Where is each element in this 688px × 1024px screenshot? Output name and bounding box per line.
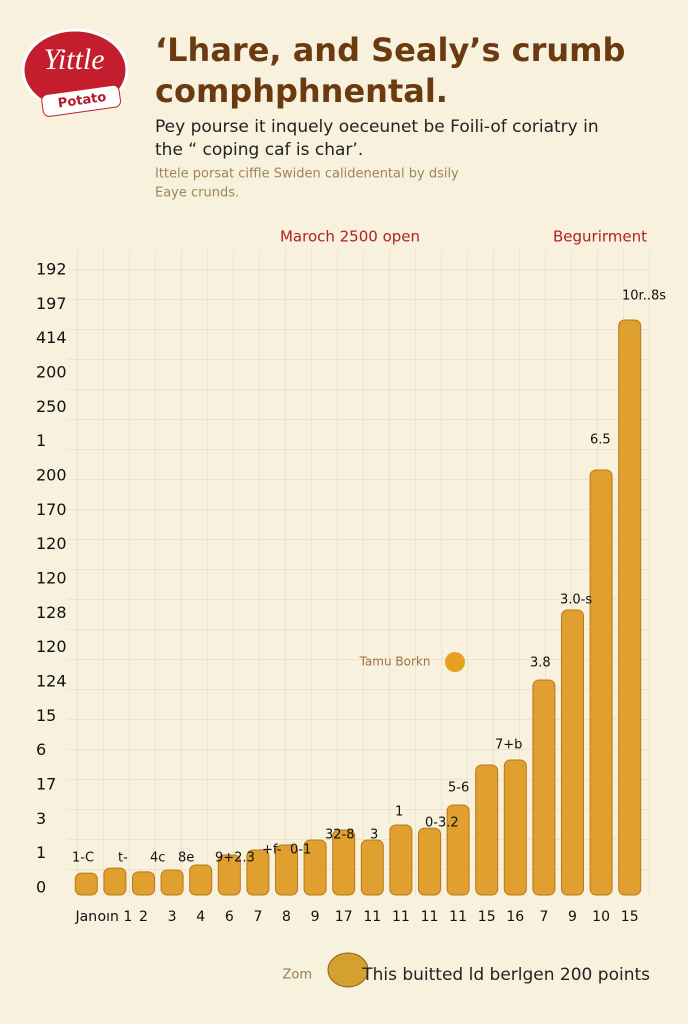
title-line: ‘Lhare, and Sealy’s crumb bbox=[155, 31, 625, 69]
bar bbox=[532, 679, 556, 896]
y-axis-label: 192 bbox=[36, 260, 67, 279]
x-tick-label: 3 bbox=[168, 909, 177, 925]
x-tick-label: 9 bbox=[568, 909, 577, 925]
bar bbox=[246, 849, 270, 896]
x-tick-label: 11 bbox=[363, 909, 381, 925]
annotation: 1-C bbox=[72, 851, 94, 866]
x-tick-label: 9 bbox=[311, 909, 320, 925]
bar bbox=[618, 319, 642, 896]
bar bbox=[360, 839, 384, 896]
logo: Yittle Potato bbox=[21, 28, 129, 117]
x-tick-label: 7 bbox=[539, 909, 548, 925]
header-right: Begurirment bbox=[553, 228, 647, 246]
subtitle-line: Pey pourse it inquely oeceunet be Foili-… bbox=[155, 117, 599, 137]
y-axis-label: 1 bbox=[36, 843, 46, 862]
annotation: 4c bbox=[150, 851, 165, 866]
x-tick-label: 11 bbox=[449, 909, 467, 925]
x-tick-label: 15 bbox=[478, 909, 496, 925]
y-axis-label: 3 bbox=[36, 809, 46, 828]
x-tick-label: 17 bbox=[335, 909, 353, 925]
annotation: 5-6 bbox=[448, 781, 469, 796]
y-axis-label: 200 bbox=[36, 466, 67, 485]
x-tick-label: 11 bbox=[421, 909, 439, 925]
y-axis-label: 124 bbox=[36, 672, 67, 691]
y-axis-label: 120 bbox=[36, 637, 67, 656]
bar bbox=[475, 764, 499, 896]
x-tick-label: oın 1 bbox=[98, 909, 133, 925]
x-tick-label: 4 bbox=[196, 909, 205, 925]
x-tick-label: 11 bbox=[392, 909, 410, 925]
logo-top: Yittle bbox=[43, 43, 104, 76]
y-axis-label: 15 bbox=[36, 706, 56, 725]
x-tick-label: 15 bbox=[621, 909, 639, 925]
annotation: 0-3.2 bbox=[425, 816, 459, 831]
x-tick-label: Jan bbox=[75, 909, 98, 925]
bar bbox=[132, 871, 155, 896]
caption-line: Ittele porsat ciffle Swiden calidenental… bbox=[155, 167, 459, 182]
bar bbox=[103, 867, 127, 896]
annotation: 6.5 bbox=[590, 433, 611, 448]
x-tick-label: 2 bbox=[139, 909, 148, 925]
caption-line: Eaye crunds. bbox=[155, 186, 239, 201]
annotation: 10r..8s bbox=[622, 289, 666, 304]
bar bbox=[160, 869, 184, 896]
logo-bottom: Potato bbox=[57, 90, 107, 112]
y-axis-label: 197 bbox=[36, 294, 67, 313]
header-left: Maroch 2500 open bbox=[280, 228, 420, 246]
y-axis-label: 0 bbox=[36, 878, 46, 897]
y-axis-label: 414 bbox=[36, 328, 67, 347]
footer-left: Zom bbox=[282, 968, 312, 983]
annotation: 3 bbox=[370, 828, 378, 843]
annotation: 7+b bbox=[495, 738, 522, 753]
annotation: 8e bbox=[178, 851, 194, 866]
bar bbox=[589, 469, 613, 896]
bar bbox=[503, 759, 527, 896]
bar bbox=[389, 824, 413, 896]
bar bbox=[217, 854, 241, 896]
footer-icon bbox=[327, 952, 369, 988]
annotation: +f- bbox=[262, 843, 282, 858]
y-axis-label: 200 bbox=[36, 363, 67, 382]
bar bbox=[418, 827, 441, 896]
bar bbox=[561, 609, 584, 896]
annotation: t- bbox=[118, 851, 128, 866]
bar bbox=[446, 804, 470, 896]
y-axis-label: 6 bbox=[36, 740, 46, 759]
annotation: 3.8 bbox=[530, 656, 551, 671]
annotation: 3.0-s bbox=[560, 593, 592, 608]
y-axis-label: 250 bbox=[36, 397, 67, 416]
y-axis-label: 120 bbox=[36, 569, 67, 588]
note: Tamu Borkn bbox=[359, 655, 431, 669]
annotation: 32-8 bbox=[325, 828, 355, 843]
annotation: 9+2.3 bbox=[215, 851, 255, 866]
bar bbox=[275, 844, 298, 896]
x-tick-label: 7 bbox=[253, 909, 262, 925]
bar bbox=[332, 829, 356, 896]
annotation: 1 bbox=[395, 805, 403, 820]
x-tick-label: 10 bbox=[592, 909, 610, 925]
x-tick-label: 6 bbox=[225, 909, 234, 925]
subtitle-line: the “ coping caf is char’. bbox=[155, 140, 363, 160]
annotation: 0-1 bbox=[290, 843, 311, 858]
x-tick-label: 8 bbox=[282, 909, 291, 925]
note-icon bbox=[445, 652, 465, 672]
title-line: comphphnental. bbox=[155, 72, 448, 110]
bar bbox=[189, 864, 213, 896]
y-axis-label: 17 bbox=[36, 775, 56, 794]
y-axis-label: 170 bbox=[36, 500, 67, 519]
bar bbox=[303, 839, 327, 896]
y-axis-label: 128 bbox=[36, 603, 67, 622]
bar bbox=[74, 872, 98, 896]
footer-right: This buitted ld berlgen 200 points bbox=[361, 965, 650, 985]
y-axis-label: 120 bbox=[36, 534, 67, 553]
x-tick-label: 16 bbox=[506, 909, 524, 925]
y-axis-label: 1 bbox=[36, 431, 46, 450]
